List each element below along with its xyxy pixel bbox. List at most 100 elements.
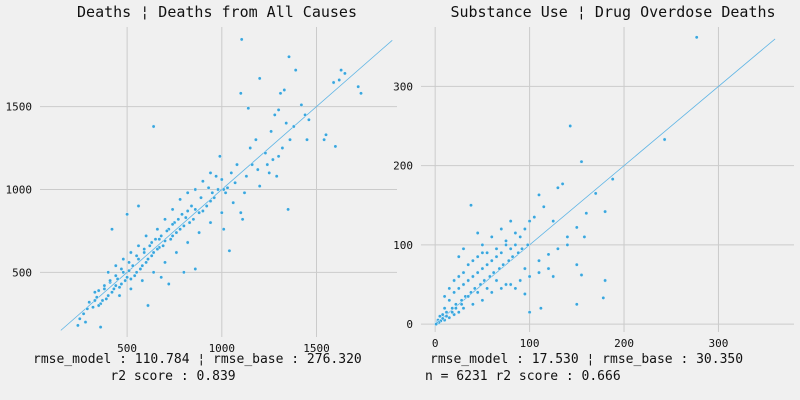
scatter-point-drug-overdose-17 <box>518 234 523 239</box>
scatter-point-all-causes-95 <box>93 298 97 303</box>
scatter-point-drug-overdose-75 <box>447 286 452 291</box>
scatter-point-all-causes-90 <box>104 296 109 301</box>
scatter-point-all-causes-123 <box>265 162 270 167</box>
scatter-point-all-causes-159 <box>242 190 247 195</box>
scatter-point-drug-overdose-86 <box>461 306 466 311</box>
scatter-point-all-causes-118 <box>263 151 268 155</box>
scatter-point-all-causes-144 <box>102 283 107 288</box>
scatter-point-all-causes-74 <box>134 270 139 275</box>
scatter-point-drug-overdose-107 <box>450 310 455 315</box>
scatter-point-all-causes-85 <box>113 283 118 288</box>
scatter-point-all-causes-31 <box>240 217 245 222</box>
stats-line1-drug-overdose: rmse_model : 17.530 ¦ rmse_base : 30.350 <box>430 352 743 367</box>
scatter-point-drug-overdose-5 <box>560 181 565 186</box>
scatter-point-all-causes-168 <box>128 250 133 255</box>
scatter-point-drug-overdose-77 <box>489 290 494 295</box>
scatter-point-drug-overdose-106 <box>453 306 458 311</box>
scatter-point-drug-overdose-38 <box>444 310 449 315</box>
scatter-point-drug-overdose-99 <box>513 286 518 291</box>
scatter-point-all-causes-91 <box>102 286 107 291</box>
scatter-point-all-causes-51 <box>181 223 186 228</box>
scatter-point-drug-overdose-121 <box>551 274 556 279</box>
scatter-point-all-causes-140 <box>127 260 131 265</box>
scatter-point-drug-overdose-10 <box>582 234 587 239</box>
scatter-point-all-causes-84 <box>115 277 120 281</box>
scatter-point-all-causes-162 <box>170 207 175 212</box>
scatter-point-all-causes-1 <box>287 54 291 59</box>
scatter-point-all-causes-83 <box>117 285 122 290</box>
y-tick-label-all-causes-0: 500 <box>12 266 32 279</box>
scatter-point-drug-overdose-8 <box>537 192 541 197</box>
scatter-point-all-causes-130 <box>199 195 203 200</box>
scatter-point-all-causes-26 <box>267 170 272 175</box>
scatter-point-all-causes-136 <box>157 237 162 242</box>
scatter-point-all-causes-164 <box>185 190 190 195</box>
scatter-point-all-causes-141 <box>119 267 124 271</box>
scatter-point-drug-overdose-60 <box>480 242 485 247</box>
y-tick-label-drug-overdose-1: 100 <box>393 239 413 252</box>
scatter-point-all-causes-30 <box>238 91 243 96</box>
scatter-point-drug-overdose-56 <box>469 203 473 208</box>
scatter-point-drug-overdose-16 <box>523 227 527 231</box>
scatter-point-all-causes-59 <box>163 238 167 243</box>
plot-background-all-causes <box>40 27 397 337</box>
scatter-point-all-causes-61 <box>159 233 164 238</box>
scatter-point-all-causes-19 <box>284 121 289 126</box>
scatter-point-all-causes-132 <box>185 209 190 213</box>
scatter-point-drug-overdose-97 <box>527 310 532 315</box>
scatter-point-all-causes-163 <box>178 197 183 202</box>
scatter-point-drug-overdose-43 <box>469 290 473 295</box>
scatter-point-drug-overdose-81 <box>527 274 532 279</box>
y-tick-labels-all-causes: 500 1000 1500 <box>6 101 33 280</box>
scatter-point-all-causes-151 <box>151 270 156 275</box>
scatter-point-all-causes-39 <box>223 190 228 195</box>
scatter-point-drug-overdose-65 <box>494 246 499 251</box>
scatter-point-all-causes-108 <box>159 275 164 280</box>
scatter-point-all-causes-160 <box>155 227 160 232</box>
y-tick-label-drug-overdose-0: 0 <box>406 318 413 331</box>
scatter-point-drug-overdose-2 <box>662 137 667 142</box>
scatter-point-drug-overdose-6 <box>556 185 560 190</box>
scatter-point-all-causes-18 <box>269 129 273 134</box>
scatter-point-drug-overdose-21 <box>499 250 504 255</box>
scatter-point-all-causes-40 <box>216 187 220 192</box>
scatter-point-all-causes-49 <box>187 220 192 225</box>
scatter-point-all-causes-155 <box>197 230 202 235</box>
scatter-point-drug-overdose-115 <box>546 252 551 257</box>
scatter-point-all-causes-96 <box>91 305 95 310</box>
x-tick-label-all-causes-0: 500 <box>117 342 137 355</box>
scatter-point-drug-overdose-50 <box>501 262 506 267</box>
scatter-point-drug-overdose-84 <box>480 298 485 303</box>
scatter-point-drug-overdose-31 <box>452 290 456 295</box>
scatter-point-drug-overdose-102 <box>485 286 489 291</box>
scatter-point-drug-overdose-74 <box>461 270 466 275</box>
scatter-point-all-causes-22 <box>322 137 326 142</box>
scatter-point-all-causes-166 <box>144 233 149 238</box>
scatter-point-drug-overdose-78 <box>499 286 504 291</box>
scatter-point-all-causes-138 <box>142 247 147 252</box>
scatter-point-drug-overdose-4 <box>610 177 615 182</box>
scatter-point-drug-overdose-94 <box>601 295 606 300</box>
scatter-point-all-causes-129 <box>206 185 211 190</box>
scatter-point-all-causes-56 <box>170 233 175 238</box>
scatter-point-all-causes-148 <box>117 293 122 298</box>
scatter-point-all-causes-70 <box>142 250 147 255</box>
scatter-point-all-causes-124 <box>255 167 260 172</box>
scatter-point-all-causes-12 <box>246 106 251 111</box>
x-tick-label-drug-overdose-3: 300 <box>709 337 729 350</box>
scatter-point-all-causes-167 <box>136 243 141 248</box>
scatter-point-all-causes-109 <box>166 282 171 286</box>
scatter-point-all-causes-110 <box>181 270 186 275</box>
scatter-point-drug-overdose-85 <box>470 302 475 307</box>
scatter-point-all-causes-57 <box>168 237 173 242</box>
y-tick-label-drug-overdose-2: 200 <box>393 160 413 173</box>
x-tick-label-drug-overdose-0: 0 <box>432 337 439 350</box>
scatter-point-all-causes-117 <box>253 137 258 142</box>
scatter-point-drug-overdose-83 <box>546 266 551 271</box>
scatter-point-all-causes-75 <box>132 273 137 278</box>
scatter-point-drug-overdose-118 <box>574 262 579 267</box>
panel-all-causes: 500 1000 1500 500 1000 1500 Deaths ¦ Deaths … <box>6 3 397 384</box>
scatter-point-drug-overdose-95 <box>574 302 579 307</box>
scatter-point-drug-overdose-26 <box>475 270 480 275</box>
scatter-point-drug-overdose-27 <box>470 274 475 279</box>
